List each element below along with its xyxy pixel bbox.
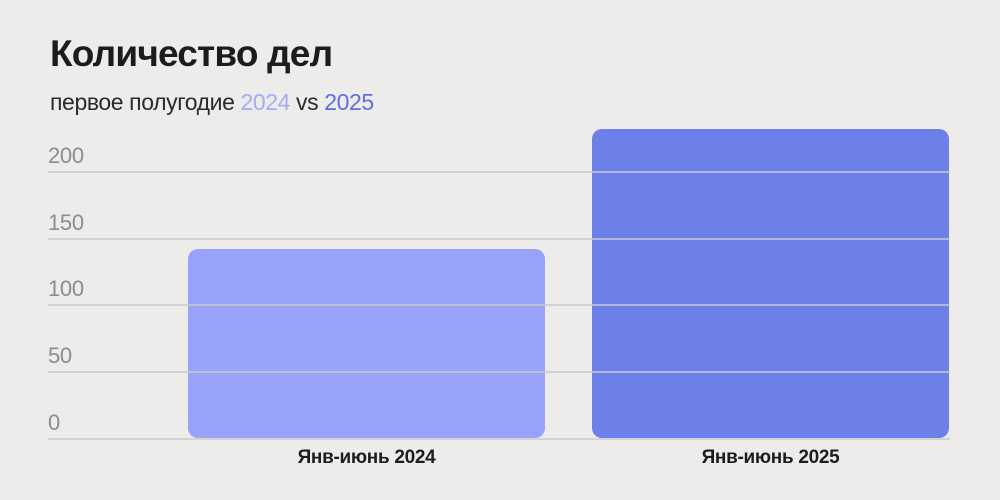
gridline-0	[48, 437, 950, 440]
gridline-100	[48, 304, 950, 307]
subtitle-vs: vs	[290, 89, 325, 115]
x-category-label-2024: Янв-июнь 2024	[297, 447, 436, 468]
y-tick-label-0: 0	[48, 409, 60, 435]
gridline-50	[48, 370, 950, 373]
gridline-200	[48, 171, 950, 174]
x-category-label-2025: Янв-июнь 2025	[701, 447, 840, 468]
y-tick-label-50: 50	[48, 342, 72, 368]
chart-subtitle: первое полугодие 2024 vs 2025	[50, 89, 374, 116]
subtitle-prefix: первое полугодие	[50, 89, 241, 115]
y-tick-label-100: 100	[48, 276, 84, 302]
chart-title: Количество дел	[50, 33, 333, 74]
subtitle-year-2024: 2024	[240, 89, 291, 115]
y-tick-label-200: 200	[48, 143, 84, 169]
y-tick-label-150: 150	[48, 209, 84, 235]
gridline-150	[48, 237, 950, 240]
bar-2025	[592, 129, 949, 439]
bar-2024	[188, 249, 545, 439]
subtitle-year-2025: 2025	[324, 89, 374, 115]
